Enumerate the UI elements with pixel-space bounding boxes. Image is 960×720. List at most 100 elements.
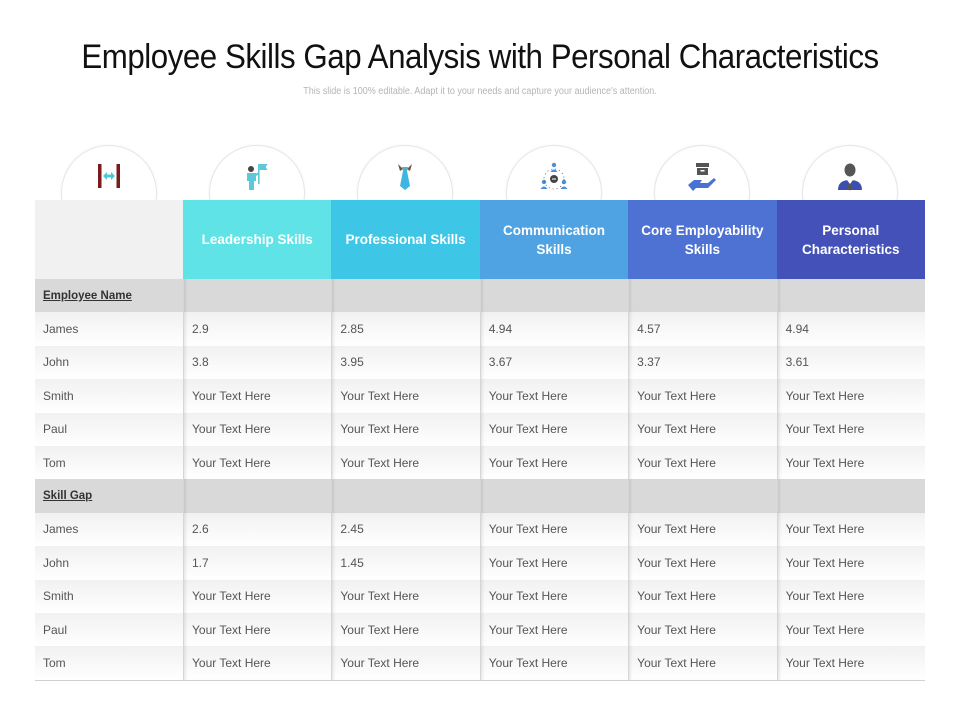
table-cell: 4.57 xyxy=(628,312,777,346)
table-cell: Your Text Here xyxy=(628,579,777,613)
table-cell: Your Text Here xyxy=(776,379,925,413)
table-cell: 4.94 xyxy=(479,312,629,346)
table-cell: 2.85 xyxy=(331,312,480,346)
header-professional-skills: Professional Skills xyxy=(331,200,480,279)
table-cell: Your Text Here xyxy=(183,445,332,480)
table-cell: Your Text Here xyxy=(776,512,925,547)
skills-gap-table: Leadership Skills Professional Skills Co… xyxy=(35,200,925,681)
table-row: Tom Your Text Here Your Text Here Your Text… xyxy=(35,445,925,480)
table-row: Smith Your Text Here Your Text Here Your Te… xyxy=(35,579,925,613)
section-label: Skill Gap xyxy=(43,490,93,503)
table-cell: Your Text Here xyxy=(331,412,480,446)
table-header-row: Leadership Skills Professional Skills Co… xyxy=(35,200,925,279)
employee-name-cell: James xyxy=(35,312,183,346)
table-row: Paul Your Text Here Your Text Here Your Tex… xyxy=(35,412,925,446)
table-cell: Your Text Here xyxy=(479,379,629,413)
header-personal-characteristics: Personal Characteristics xyxy=(776,200,925,279)
hand-box-icon xyxy=(688,163,716,191)
table-cell: Your Text Here xyxy=(776,445,925,480)
table-cell: Your Text Here xyxy=(331,445,480,480)
table-cell: Your Text Here xyxy=(479,646,629,680)
section-blank-cell xyxy=(331,279,480,313)
table-cell: 3.8 xyxy=(183,345,332,380)
slide-title: Employee Skills Gap Analysis with Person… xyxy=(81,38,879,76)
table-cell: Your Text Here xyxy=(331,379,480,413)
table-cell: Your Text Here xyxy=(628,646,777,680)
table-cell: Your Text Here xyxy=(628,546,777,580)
header-blank xyxy=(35,200,183,279)
businessman-icon xyxy=(838,163,862,191)
tie-icon xyxy=(398,164,412,190)
employee-name-cell: John xyxy=(35,345,183,380)
employee-name-cell: Tom xyxy=(35,646,183,680)
table-cell: Your Text Here xyxy=(776,612,925,647)
table-cell: 3.67 xyxy=(479,345,629,380)
section-label-cell: Skill Gap xyxy=(35,479,183,513)
table-cell: 4.94 xyxy=(776,312,925,346)
table-cell: Your Text Here xyxy=(776,579,925,613)
table-cell: Your Text Here xyxy=(479,412,629,446)
table-cell: Your Text Here xyxy=(183,646,332,680)
table-row: Smith Your Text Here Your Text Here Your Te… xyxy=(35,379,925,413)
gap-arrows-icon xyxy=(98,164,120,188)
icons-row xyxy=(35,140,925,241)
table-cell: 3.95 xyxy=(331,345,480,380)
table-cell: Your Text Here xyxy=(479,579,629,613)
table-row: John 3.8 3.95 3.67 3.37 3.61 xyxy=(35,345,925,380)
section-blank-cell xyxy=(776,279,925,313)
table-body: Employee Name James 2.9 2.85 4.94 4.57 4.94 Joh… xyxy=(35,279,925,680)
employee-name-cell: John xyxy=(35,546,183,580)
table-cell: Your Text Here xyxy=(183,379,332,413)
table-cell: Your Text Here xyxy=(776,546,925,580)
table-cell: Your Text Here xyxy=(183,412,332,446)
table-cell: Your Text Here xyxy=(331,612,480,647)
table-cell: Your Text Here xyxy=(628,512,777,547)
section-header-row: Employee Name xyxy=(35,279,925,313)
table-cell: 3.61 xyxy=(776,345,925,380)
header-core-employability-skills: Core Employability Skills xyxy=(628,200,777,279)
table-cell: 2.9 xyxy=(183,312,332,346)
table-cell: Your Text Here xyxy=(479,445,629,480)
table-cell: Your Text Here xyxy=(331,646,480,680)
table-cell: Your Text Here xyxy=(479,546,629,580)
table-row: Paul Your Text Here Your Text Here Your Tex… xyxy=(35,612,925,647)
section-label-cell: Employee Name xyxy=(35,279,183,313)
leader-flag-icon xyxy=(247,164,268,190)
table-cell: Your Text Here xyxy=(479,512,629,547)
section-blank-cell xyxy=(776,479,925,513)
section-blank-cell xyxy=(628,279,777,313)
section-blank-cell xyxy=(183,479,332,513)
table-cell: Your Text Here xyxy=(628,445,777,480)
table-cell: Your Text Here xyxy=(479,612,629,647)
table-cell: Your Text Here xyxy=(628,612,777,647)
employee-name-cell: James xyxy=(35,512,183,547)
section-header-row: Skill Gap xyxy=(35,479,925,513)
table-cell: Your Text Here xyxy=(628,412,777,446)
table-bottom-border xyxy=(35,679,925,681)
header-leadership-skills: Leadership Skills xyxy=(183,200,332,279)
employee-name-cell: Paul xyxy=(35,412,183,446)
table-cell: 3.37 xyxy=(628,345,777,380)
section-blank-cell xyxy=(479,479,629,513)
table-cell: Your Text Here xyxy=(628,379,777,413)
employee-name-cell: Paul xyxy=(35,612,183,647)
table-cell: 1.7 xyxy=(183,546,332,580)
table-cell: 2.6 xyxy=(183,512,332,547)
communication-network-icon xyxy=(540,162,568,190)
section-blank-cell xyxy=(331,479,480,513)
table-cell: 2.45 xyxy=(331,512,480,547)
table-cell: Your Text Here xyxy=(183,579,332,613)
slide-subtitle: This slide is 100% editable. Adapt it to… xyxy=(303,86,657,97)
table-row: John 1.7 1.45 Your Text Here Your Text Here Y… xyxy=(35,546,925,580)
section-label: Employee Name xyxy=(43,289,132,302)
employee-name-cell: Smith xyxy=(35,379,183,413)
section-blank-cell xyxy=(479,279,629,313)
table-row: Tom Your Text Here Your Text Here Your Text… xyxy=(35,646,925,680)
section-blank-cell xyxy=(628,479,777,513)
employee-name-cell: Smith xyxy=(35,579,183,613)
table-row: James 2.9 2.85 4.94 4.57 4.94 xyxy=(35,312,925,346)
table-cell: Your Text Here xyxy=(776,646,925,680)
table-cell: 1.45 xyxy=(331,546,480,580)
employee-name-cell: Tom xyxy=(35,445,183,480)
header-communication-skills: Communication Skills xyxy=(479,200,629,279)
